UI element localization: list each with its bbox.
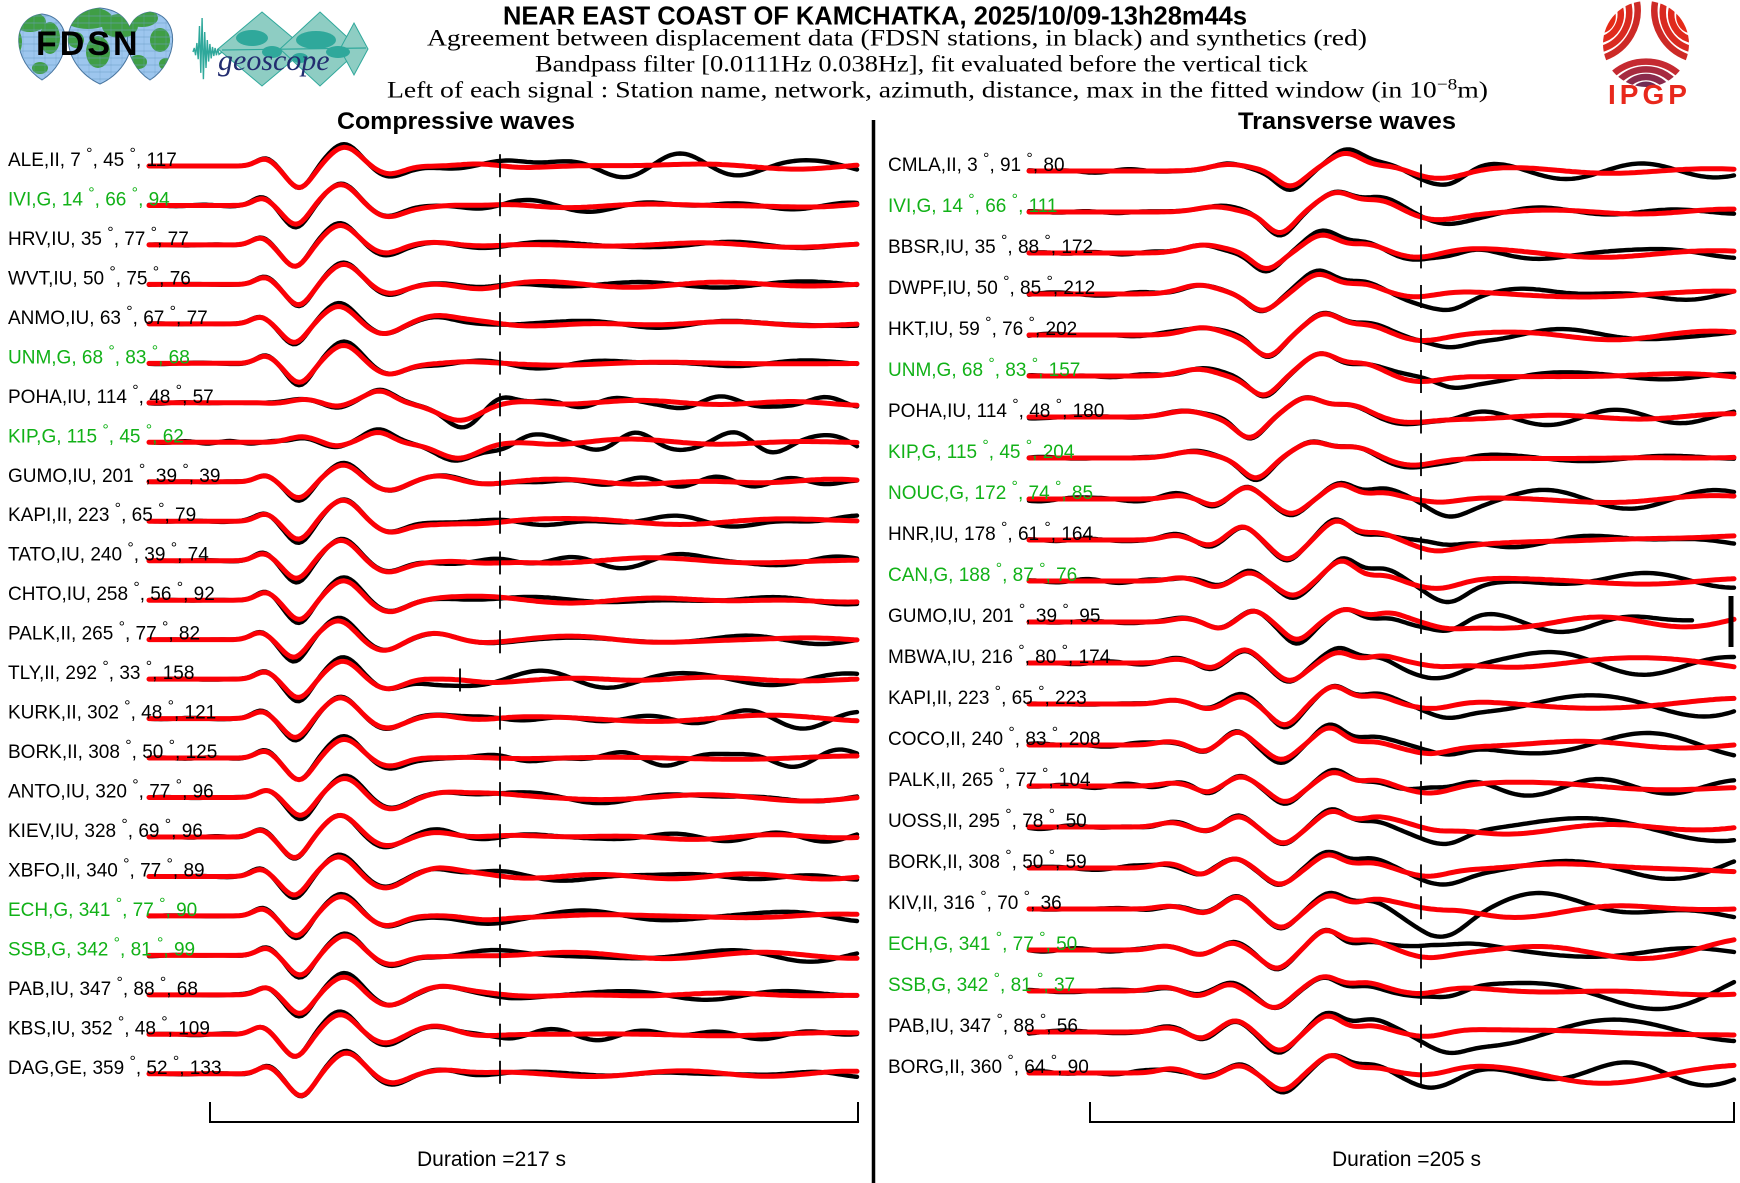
svg-text:GUMO,IU, 201 °, 39 °, 95: GUMO,IU, 201 °, 39 °, 95 — [888, 602, 1100, 628]
svg-text:KAPI,II, 223 °, 65 °, 79: KAPI,II, 223 °, 65 °, 79 — [8, 501, 196, 527]
svg-text:FDSN: FDSN — [36, 25, 141, 63]
svg-text:Duration =217 s: Duration =217 s — [417, 1148, 566, 1171]
svg-text:Agreement between displacement: Agreement between displacement data (FDS… — [427, 26, 1367, 51]
svg-text:POHA,IU, 114 °, 48 °, 180: POHA,IU, 114 °, 48 °, 180 — [888, 397, 1104, 423]
svg-text:Left of each signal : Station: Left of each signal : Station name, netw… — [387, 77, 1488, 103]
svg-text:Transverse waves: Transverse waves — [1238, 108, 1456, 135]
svg-text:PALK,II, 265 °, 77 °, 82: PALK,II, 265 °, 77 °, 82 — [8, 619, 200, 645]
svg-text:DAG,GE, 359 °, 52 °, 133: DAG,GE, 359 °, 52 °, 133 — [8, 1053, 222, 1079]
svg-text:SSB,G, 342 °, 81 °, 99: SSB,G, 342 °, 81 °, 99 — [8, 935, 195, 961]
svg-text:BORK,II, 308 °, 50 °, 125: BORK,II, 308 °, 50 °, 125 — [8, 738, 217, 764]
svg-text:Compressive waves: Compressive waves — [337, 108, 575, 135]
svg-text:BBSR,IU, 35 °, 88 °, 172: BBSR,IU, 35 °, 88 °, 172 — [888, 233, 1093, 259]
svg-text:GUMO,IU, 201 °, 39 °, 39: GUMO,IU, 201 °, 39 °, 39 — [8, 461, 220, 487]
svg-text:KIP,G, 115 °, 45 °, 62: KIP,G, 115 °, 45 °, 62 — [8, 422, 184, 448]
svg-text:CMLA,II, 3 °, 91 °, 80: CMLA,II, 3 °, 91 °, 80 — [888, 151, 1065, 177]
svg-text:CAN,G, 188 °, 87 °, 76: CAN,G, 188 °, 87 °, 76 — [888, 561, 1077, 587]
svg-text:KIP,G, 115 °, 45 °, 204: KIP,G, 115 °, 45 °, 204 — [888, 438, 1075, 464]
svg-text:KURK,II, 302 °, 48 °, 121: KURK,II, 302 °, 48 °, 121 — [8, 698, 216, 724]
svg-text:UOSS,II, 295 °, 78 °, 50: UOSS,II, 295 °, 78 °, 50 — [888, 807, 1087, 833]
svg-text:ALE,II, 7 °, 45 °, 117: ALE,II, 7 °, 45 °, 117 — [8, 146, 177, 172]
svg-text:ECH,G, 341 °, 77 °, 50: ECH,G, 341 °, 77 °, 50 — [888, 930, 1077, 956]
svg-text:Bandpass filter [0.0111Hz 0.03: Bandpass filter [0.0111Hz 0.038Hz], fit … — [535, 52, 1309, 77]
svg-text:PALK,II, 265 °, 77 °, 104: PALK,II, 265 °, 77 °, 104 — [888, 766, 1091, 792]
svg-text:ANTO,IU, 320 °, 77 °, 96: ANTO,IU, 320 °, 77 °, 96 — [8, 777, 214, 803]
svg-text:KIV,II, 316 °, 70 °, 36: KIV,II, 316 °, 70 °, 36 — [888, 889, 1062, 915]
svg-text:PAB,IU, 347 °, 88 °, 56: PAB,IU, 347 °, 88 °, 56 — [888, 1012, 1078, 1038]
svg-text:TATO,IU, 240 °, 39 °, 74: TATO,IU, 240 °, 39 °, 74 — [8, 540, 209, 566]
svg-text:NOUC,G, 172 °, 74 °, 85: NOUC,G, 172 °, 74 °, 85 — [888, 479, 1093, 505]
svg-text:Duration =205 s: Duration =205 s — [1332, 1148, 1481, 1171]
svg-text:IVI,G, 14 °, 66 °, 94: IVI,G, 14 °, 66 °, 94 — [8, 185, 170, 211]
svg-text:HRV,IU, 35 °, 77 °, 77: HRV,IU, 35 °, 77 °, 77 — [8, 224, 189, 250]
svg-text:TLY,II, 292 °, 33 °, 158: TLY,II, 292 °, 33 °, 158 — [8, 659, 194, 685]
svg-text:NEAR EAST COAST OF KAMCHATKA,: NEAR EAST COAST OF KAMCHATKA, 2025/10/09… — [503, 1, 1247, 31]
svg-text:CHTO,IU, 258 °, 56 °, 92: CHTO,IU, 258 °, 56 °, 92 — [8, 580, 215, 606]
svg-text:KBS,IU, 352 °, 48 °, 109: KBS,IU, 352 °, 48 °, 109 — [8, 1014, 210, 1040]
svg-text:COCO,II, 240 °, 83 °, 208: COCO,II, 240 °, 83 °, 208 — [888, 725, 1100, 751]
svg-text:KIEV,IU, 328 °, 69 °, 96: KIEV,IU, 328 °, 69 °, 96 — [8, 817, 203, 843]
svg-text:PAB,IU, 347 °, 88 °, 68: PAB,IU, 347 °, 88 °, 68 — [8, 974, 198, 1000]
svg-text:KAPI,II, 223 °, 65 °, 223: KAPI,II, 223 °, 65 °, 223 — [888, 684, 1087, 710]
svg-text:geoscope: geoscope — [218, 44, 330, 77]
svg-text:DWPF,IU, 50 °, 85 °, 212: DWPF,IU, 50 °, 85 °, 212 — [888, 274, 1095, 300]
svg-text:WVT,IU, 50 °, 75 °, 76: WVT,IU, 50 °, 75 °, 76 — [8, 264, 191, 290]
svg-text:ECH,G, 341 °, 77 °, 90: ECH,G, 341 °, 77 °, 90 — [8, 895, 197, 921]
svg-text:IPGP: IPGP — [1608, 79, 1691, 110]
svg-text:SSB,G, 342 °, 81 °, 37: SSB,G, 342 °, 81 °, 37 — [888, 971, 1075, 997]
svg-text:XBFO,II, 340 °, 77 °, 89: XBFO,II, 340 °, 77 °, 89 — [8, 856, 205, 882]
svg-text:BORG,II, 360 °, 64 °, 90: BORG,II, 360 °, 64 °, 90 — [888, 1053, 1089, 1079]
svg-text:MBWA,IU, 216 °, 80 °, 174: MBWA,IU, 216 °, 80 °, 174 — [888, 643, 1111, 669]
svg-text:ANMO,IU, 63 °, 67 °, 77: ANMO,IU, 63 °, 67 °, 77 — [8, 303, 208, 329]
svg-text:HKT,IU, 59 °, 76 °, 202: HKT,IU, 59 °, 76 °, 202 — [888, 315, 1077, 341]
svg-text:BORK,II, 308 °, 50 °, 59: BORK,II, 308 °, 50 °, 59 — [888, 848, 1087, 874]
svg-text:UNM,G, 68 °, 83 °, 68: UNM,G, 68 °, 83 °, 68 — [8, 343, 190, 369]
svg-text:HNR,IU, 178 °, 61 °, 164: HNR,IU, 178 °, 61 °, 164 — [888, 520, 1093, 546]
svg-text:UNM,G, 68 °, 83 °, 157: UNM,G, 68 °, 83 °, 157 — [888, 356, 1080, 382]
svg-text:POHA,IU, 114 °, 48 °, 57: POHA,IU, 114 °, 48 °, 57 — [8, 382, 214, 408]
